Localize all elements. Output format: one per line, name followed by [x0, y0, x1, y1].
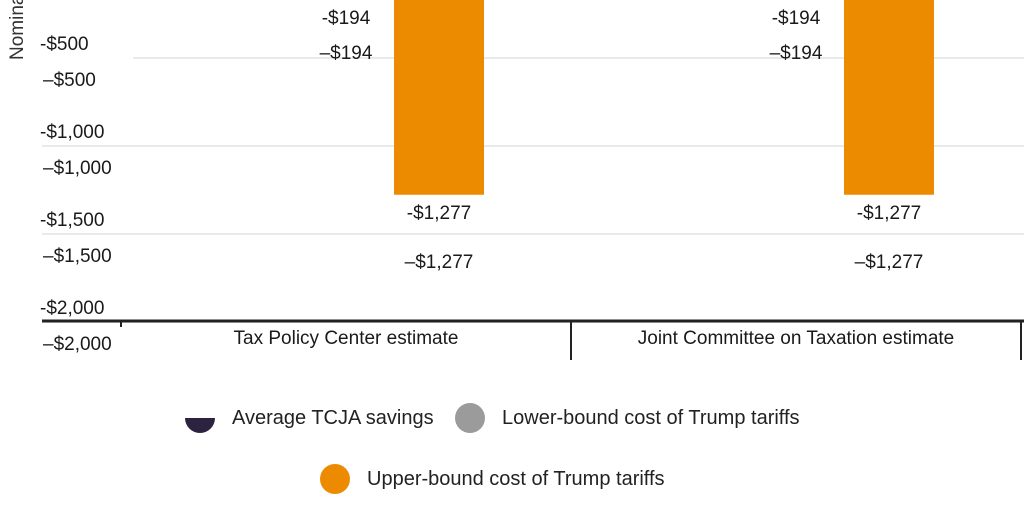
- x-category-label: Tax Policy Center estimate: [234, 328, 459, 349]
- legend-label-upper-bound: Upper-bound cost of Trump tariffs: [367, 467, 665, 490]
- label-layer: -$194 –$194 -$1,277 –$1,277 -$194 –$194 -$1,27…: [320, 8, 924, 273]
- data-label-lower-bound: -$194: [322, 8, 371, 29]
- y-tick-label: -$1,000: [40, 122, 104, 143]
- y-tick-label-alt: –$1,500: [43, 246, 112, 267]
- legend-label-tcja: Average TCJA savings: [232, 406, 434, 429]
- y-tick-label-alt: –$1,000: [43, 158, 112, 179]
- y-tick-label: -$1,500: [40, 210, 104, 231]
- data-label-upper-bound: -$1,277: [407, 203, 471, 224]
- bar-upper-bound: [844, 0, 934, 195]
- y-tick-label: -$2,000: [40, 298, 104, 319]
- bar-layer: [394, 0, 934, 195]
- axis-layer: Tax Policy Center estimate Joint Committe…: [42, 319, 1024, 360]
- y-axis-title: Nominal: [7, 0, 28, 60]
- legend-item-lower-bound[interactable]: Lower-bound cost of Trump tariffs: [455, 403, 800, 433]
- y-tick-label-alt: –$2,000: [43, 334, 112, 355]
- y-tick-label: -$500: [40, 34, 89, 55]
- legend-item-tcja[interactable]: Average TCJA savings: [185, 403, 434, 433]
- y-tick-label-alt: –$500: [43, 70, 96, 91]
- data-label-upper-bound: -$1,277: [857, 203, 921, 224]
- data-label-lower-bound-alt: –$194: [770, 43, 823, 64]
- legend-swatch-tcja-icon: [185, 418, 215, 433]
- data-label-lower-bound-alt: –$194: [320, 43, 373, 64]
- bar-upper-bound: [394, 0, 484, 195]
- data-label-upper-bound-alt: –$1,277: [405, 252, 474, 273]
- legend-swatch-upper-bound-icon: [320, 464, 350, 494]
- legend-label-lower-bound: Lower-bound cost of Trump tariffs: [502, 406, 800, 429]
- data-label-lower-bound: -$194: [772, 8, 821, 29]
- tick-layer: -$500 –$500 -$1,000 –$1,000 -$1,500 –$1,500 -$…: [40, 34, 112, 355]
- x-category-label: Joint Committee on Taxation estimate: [638, 328, 954, 349]
- legend-item-upper-bound[interactable]: Upper-bound cost of Trump tariffs: [320, 464, 665, 494]
- data-label-upper-bound-alt: –$1,277: [855, 252, 924, 273]
- legend-swatch-lower-bound-icon: [455, 403, 485, 433]
